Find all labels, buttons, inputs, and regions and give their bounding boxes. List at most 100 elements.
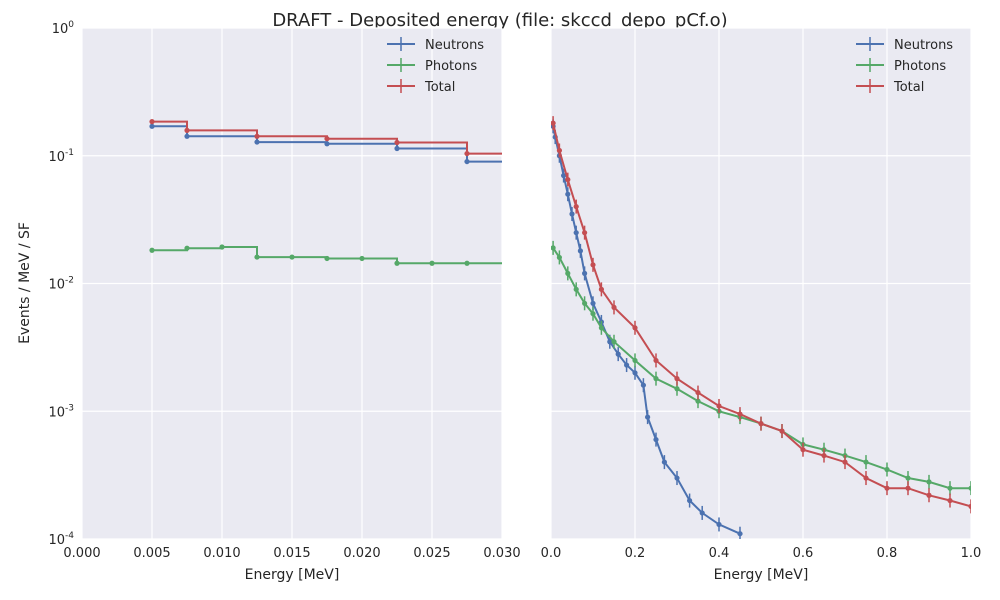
x-tick-label: 0.0 xyxy=(541,546,562,561)
data-point xyxy=(632,325,638,331)
data-point xyxy=(598,286,605,292)
data-point xyxy=(598,325,605,331)
data-point xyxy=(577,248,584,254)
data-point xyxy=(254,133,260,139)
data-point xyxy=(590,300,596,306)
y-tick-label: 10-1 xyxy=(48,148,74,165)
data-point xyxy=(737,411,743,417)
data-point xyxy=(149,123,155,129)
right-panel: 0.0 0.2 0.4 0.6 0.8 1.0 Energy [MeV] Neutrons Ph… xyxy=(541,27,982,583)
data-point xyxy=(573,230,579,236)
data-point xyxy=(947,485,953,491)
data-point xyxy=(464,150,470,157)
data-point xyxy=(590,262,596,268)
series-line-photons xyxy=(152,246,502,265)
data-point xyxy=(254,139,260,145)
legend: Neutrons Photons Total xyxy=(387,37,484,95)
data-point xyxy=(582,230,588,236)
data-point xyxy=(640,382,647,388)
series-group xyxy=(551,116,971,539)
data-point xyxy=(394,145,400,152)
data-point xyxy=(551,245,556,251)
data-point xyxy=(863,459,869,465)
data-point xyxy=(687,497,693,504)
x-tick-label: 0.015 xyxy=(273,546,310,561)
data-point xyxy=(565,177,571,183)
data-point xyxy=(905,485,911,491)
data-point xyxy=(632,357,638,364)
legend-label: Total xyxy=(893,80,924,95)
data-point xyxy=(429,260,435,266)
data-point xyxy=(968,485,971,491)
data-point xyxy=(184,127,190,133)
data-point xyxy=(863,475,869,481)
data-point xyxy=(149,119,155,125)
x-tick-label: 0.030 xyxy=(483,546,520,561)
x-tick-label: 0.6 xyxy=(793,546,814,561)
data-point xyxy=(695,398,701,404)
left-panel: 10-4 10-3 10-2 10-1 100 0.000 0.005 0.010 0.015 0… xyxy=(48,20,520,583)
x-tick-label: 0.025 xyxy=(413,546,450,561)
data-point xyxy=(926,479,932,485)
data-point xyxy=(674,376,680,382)
data-point xyxy=(821,452,827,459)
x-tick-label: 0.010 xyxy=(203,546,240,561)
data-point xyxy=(737,531,743,537)
data-point xyxy=(674,475,680,481)
x-tick-label: 0.005 xyxy=(133,546,170,561)
legend-label: Photons xyxy=(425,59,477,74)
data-point xyxy=(842,459,848,465)
data-point xyxy=(968,503,971,509)
x-tick-label: 0.4 xyxy=(709,546,730,561)
data-point xyxy=(254,254,260,260)
y-tick-label: 10-3 xyxy=(48,403,74,420)
data-point xyxy=(324,255,330,262)
data-point xyxy=(607,339,613,345)
data-point xyxy=(556,254,563,261)
data-point xyxy=(632,370,638,376)
data-point xyxy=(716,521,722,528)
data-point xyxy=(779,428,785,434)
data-point xyxy=(674,386,680,392)
data-point xyxy=(289,254,295,260)
data-point xyxy=(565,191,571,197)
data-point xyxy=(653,357,659,364)
data-point xyxy=(184,245,190,251)
data-point xyxy=(556,147,563,154)
data-point xyxy=(624,362,630,368)
data-point xyxy=(611,304,617,311)
data-point xyxy=(695,389,701,396)
data-point xyxy=(699,510,705,516)
x-tick-label: 1.0 xyxy=(961,546,982,561)
data-point xyxy=(573,286,579,292)
series-group xyxy=(149,119,502,266)
data-point xyxy=(464,158,470,165)
data-point xyxy=(611,339,617,345)
data-point xyxy=(653,436,659,443)
data-point xyxy=(645,414,651,420)
data-point xyxy=(615,351,621,357)
data-point xyxy=(573,203,579,210)
data-point xyxy=(800,447,806,453)
data-point xyxy=(582,300,588,306)
data-point xyxy=(394,139,400,146)
data-point xyxy=(884,466,890,473)
data-point xyxy=(884,485,890,491)
data-point xyxy=(324,141,330,147)
x-tick-label: 0.020 xyxy=(343,546,380,561)
data-point xyxy=(324,136,330,142)
legend-label: Neutrons xyxy=(425,38,484,53)
data-point xyxy=(758,421,764,427)
x-axis-label: Energy [MeV] xyxy=(714,567,809,583)
legend-label: Photons xyxy=(894,59,946,74)
data-point xyxy=(149,247,155,253)
x-tick-label: 0.2 xyxy=(625,546,646,561)
data-point xyxy=(716,403,722,409)
x-tick-label: 0.8 xyxy=(877,546,898,561)
data-point xyxy=(926,492,932,498)
data-point xyxy=(184,133,190,139)
data-point xyxy=(590,311,596,317)
data-point xyxy=(565,270,571,276)
data-point xyxy=(569,211,575,217)
